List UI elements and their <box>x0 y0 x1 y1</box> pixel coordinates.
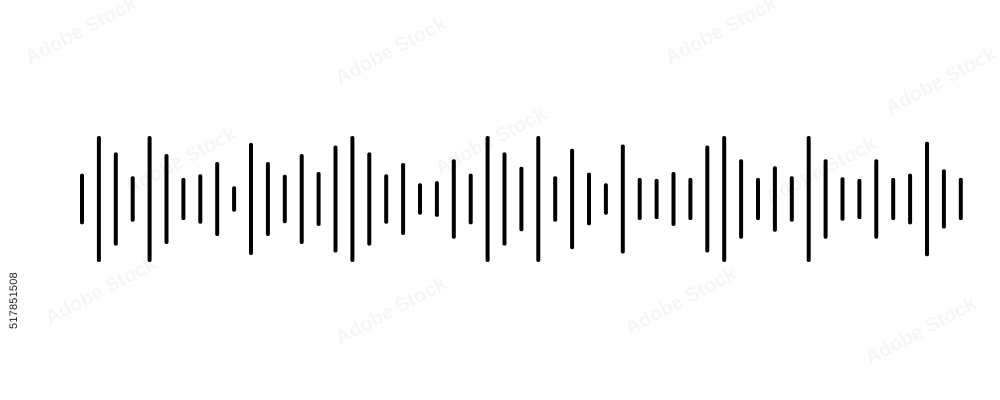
image-id-label: 517851508 <box>8 272 20 329</box>
